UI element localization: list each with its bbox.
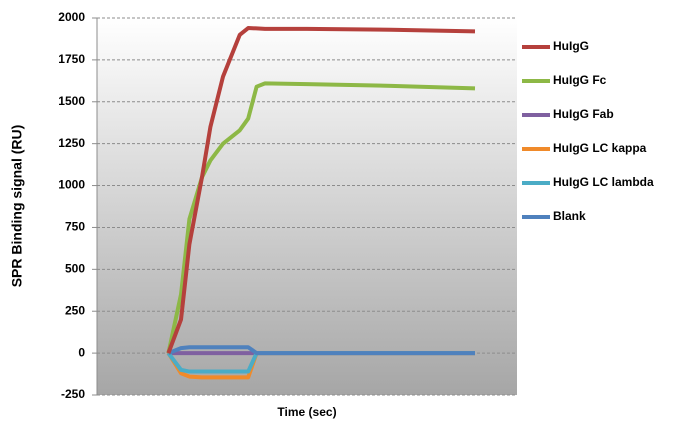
legend-label: HuIgG Fc xyxy=(553,73,607,87)
y-tick-label: 1500 xyxy=(58,94,85,108)
y-tick-label: -250 xyxy=(61,387,85,401)
y-tick-label: 0 xyxy=(78,345,85,359)
y-tick-label: 1750 xyxy=(58,52,85,66)
series-line xyxy=(167,345,475,356)
y-axis-title: SPR Binding signal (RU) xyxy=(9,125,25,288)
x-axis-title: Time (sec) xyxy=(277,405,336,419)
y-tick-label: 250 xyxy=(65,303,85,317)
y-tick-label: 1250 xyxy=(58,136,85,150)
legend-label: HuIgG Fab xyxy=(553,107,614,121)
legend-label: HuIgG LC kappa xyxy=(553,141,647,155)
y-tick-label: 2000 xyxy=(58,10,85,24)
y-tick-label: 500 xyxy=(65,262,85,276)
y-tick-label: 750 xyxy=(65,220,85,234)
plot-area xyxy=(97,18,517,395)
legend-label: Blank xyxy=(553,209,586,223)
y-tick-label: 1000 xyxy=(58,178,85,192)
legend-label: HuIgG LC lambda xyxy=(553,175,654,189)
series-line xyxy=(166,81,476,354)
legend-label: HuIgG xyxy=(553,39,589,53)
series-line xyxy=(166,26,476,354)
